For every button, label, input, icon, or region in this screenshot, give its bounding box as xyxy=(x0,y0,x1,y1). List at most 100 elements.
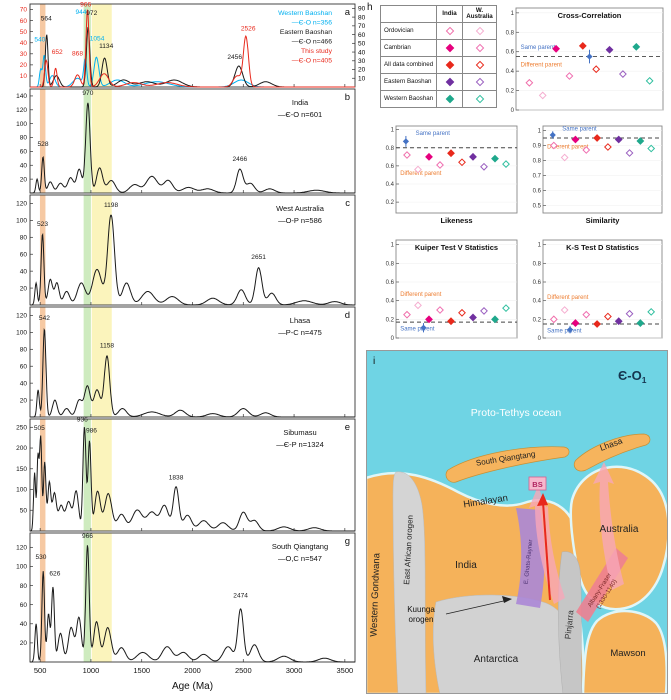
highlight-band xyxy=(39,89,46,193)
y-tick-label: 0.6 xyxy=(533,280,542,286)
data-point-camf xyxy=(552,44,560,53)
peak-age-label: 966 xyxy=(82,533,93,540)
data-point-allo xyxy=(604,143,612,151)
stats-box xyxy=(542,239,663,339)
y-tick-label: 80 xyxy=(20,347,28,354)
legend-region-info: —P-C n=475 xyxy=(278,328,322,337)
x-tick-label: 1000 xyxy=(83,666,100,675)
legend-region-info: —Є-P n=1324 xyxy=(276,440,324,449)
map-panel: Є-O1 Proto-Tethys ocean South Qiangtang … xyxy=(366,350,668,694)
y-tick-label: 60 xyxy=(20,18,28,25)
filled-diamond-icon xyxy=(445,94,454,104)
peak-age-label: 505 xyxy=(34,425,45,432)
mawson-land xyxy=(581,609,668,694)
y-tick-label: 40 xyxy=(20,380,28,387)
data-point-camo xyxy=(582,310,591,319)
panel-letter-e: e xyxy=(345,422,350,433)
legend-symbol-waus xyxy=(463,74,497,91)
y-tick-label: 10 xyxy=(358,75,366,82)
data-point-camo xyxy=(565,72,574,80)
legend-series-name: Western Baoshan xyxy=(278,10,332,17)
legend-table: India W. Australia Ordovician Cambrian All d… xyxy=(380,5,497,108)
data-point-easto xyxy=(625,149,634,157)
stats-cross: 0 0.2 0.4 0.6 0.8 1 Same parent Different paren… xyxy=(506,7,664,114)
highlight-band xyxy=(91,533,112,662)
y-tick-label: 0.4 xyxy=(533,299,542,305)
data-point-westo xyxy=(647,307,656,316)
y-tick-label: 0.8 xyxy=(533,159,542,165)
parent-hypothesis-label: Different parent xyxy=(547,295,589,301)
panel-letter-c: c xyxy=(345,198,350,209)
data-point-camf xyxy=(425,315,433,324)
x-axis-title: Age (Ma) xyxy=(172,681,213,692)
label-ghats: E. Ghats-Rayner xyxy=(524,539,535,584)
kde-curve xyxy=(30,102,355,194)
label-proto-tethys: Proto-Tethys ocean xyxy=(471,407,562,419)
australia-land xyxy=(569,465,668,611)
legend-series-info: —Є-O n=405 xyxy=(292,58,332,65)
panel-letter-g: g xyxy=(345,536,350,547)
data-point-ordl xyxy=(560,153,569,162)
legend-region-name: West Australia xyxy=(276,204,325,213)
y-tick-label: 0 xyxy=(511,108,515,114)
panel-border xyxy=(29,532,356,663)
stats-kuiper: 0 0.2 0.4 0.6 0.8 1 Different parent Same paren… xyxy=(386,239,518,342)
data-point-westo xyxy=(647,144,656,153)
y-tick-label: 90 xyxy=(358,6,366,13)
data-point-westo xyxy=(645,76,654,85)
reference-marker xyxy=(566,326,574,333)
reference-marker xyxy=(420,324,427,331)
data-point-ord xyxy=(549,141,558,150)
legend-region-info: —O,C n=547 xyxy=(278,554,322,563)
data-point-camo xyxy=(436,161,444,169)
lhasa-terrane xyxy=(573,433,651,472)
label-mawson: Mawson xyxy=(610,648,645,659)
highlight-band xyxy=(83,89,91,193)
y-tick-label: 70 xyxy=(358,23,366,30)
peak-age-label: 1134 xyxy=(99,43,114,50)
stats-title: K-S Test D Statistics xyxy=(566,243,639,252)
peak-age-label: 564 xyxy=(41,16,52,23)
legend-symbol-india xyxy=(437,74,463,91)
parent-hypothesis-label: Different parent xyxy=(400,171,442,177)
highlight-band xyxy=(91,419,112,531)
y-tick-label: 0.2 xyxy=(386,200,395,206)
data-point-allf xyxy=(593,134,601,142)
parent-hypothesis-label: Different parent xyxy=(521,62,563,68)
highlight-band xyxy=(83,195,91,305)
peak-age-label: 2651 xyxy=(251,254,266,261)
y-tick-label: 120 xyxy=(16,313,27,320)
map-era-label: Є-O1 xyxy=(618,368,647,385)
x-axis-strip: 500 1000 1500 2000 2500 3000 3500 Age (Ma) xyxy=(34,666,353,692)
label-kuunga-1: Kuunga xyxy=(407,605,435,614)
open-diamond-icon xyxy=(475,26,484,36)
data-point-eastf xyxy=(605,45,614,54)
highlight-band xyxy=(91,195,112,305)
y-tick-label: 0.8 xyxy=(506,30,515,36)
panel-letter-a: a xyxy=(345,7,351,18)
y-tick-label: 120 xyxy=(16,107,27,114)
y-tick-label: 80 xyxy=(20,235,28,242)
y-tick-label: 60 xyxy=(20,363,28,370)
parent-hypothesis-label: Same parent xyxy=(521,45,556,51)
panel-letter-i: i xyxy=(373,356,375,367)
y-tick-label: 70 xyxy=(20,7,28,14)
data-point-camf xyxy=(425,152,433,161)
map-border xyxy=(366,350,668,694)
y-tick-label: 20 xyxy=(20,176,28,183)
legend-col-header-1: W. Australia xyxy=(463,6,497,23)
x-tick-label: 2000 xyxy=(184,666,201,675)
filled-diamond-icon xyxy=(445,60,454,70)
data-point-ord xyxy=(549,315,558,324)
highlight-band xyxy=(39,195,46,305)
stats-similarity: 0.5 0.6 0.7 0.8 0.9 1 Same parent Different par… xyxy=(533,125,663,225)
peak-age-label: 2466 xyxy=(232,156,247,163)
legend-region-info: —Є-O n=601 xyxy=(278,110,322,119)
peak-age-label: 528 xyxy=(37,141,48,148)
y-tick-label: 60 xyxy=(20,251,28,258)
data-point-allo xyxy=(458,158,466,167)
kde-curve xyxy=(30,545,355,663)
y-tick-label: 0.8 xyxy=(386,146,395,152)
data-point-ordl xyxy=(560,306,569,314)
open-diamond-icon xyxy=(475,77,484,87)
